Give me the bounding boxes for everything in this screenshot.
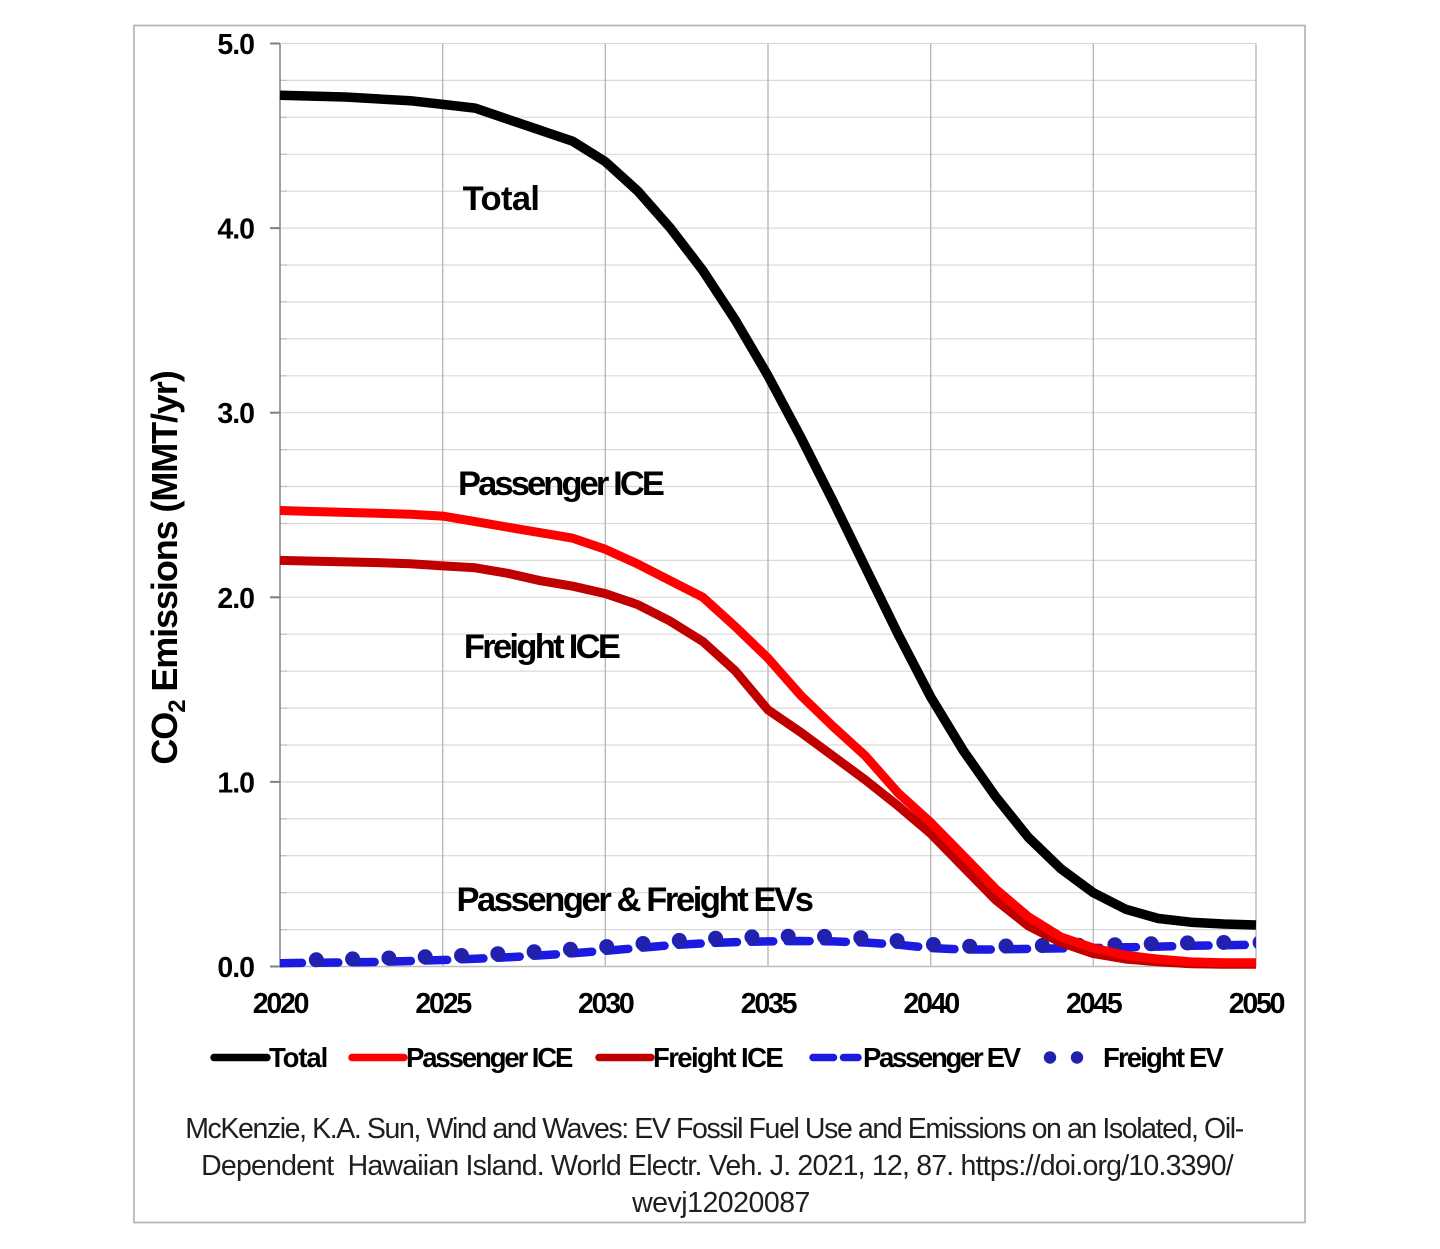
svg-text:wevj12020087: wevj12020087 [631, 1187, 810, 1219]
svg-text:2020: 2020 [253, 988, 309, 1020]
svg-text:2040: 2040 [903, 988, 959, 1020]
svg-text:Passenger & Freight EVs: Passenger & Freight EVs [456, 881, 812, 919]
svg-text:1.0: 1.0 [217, 767, 254, 799]
svg-text:2.0: 2.0 [217, 583, 254, 615]
svg-text:3.0: 3.0 [217, 398, 254, 430]
svg-text:2035: 2035 [741, 988, 798, 1020]
svg-text:Dependent Hawaiian Island. Wo: Dependent Hawaiian Island. World Electr.… [201, 1150, 1234, 1182]
svg-text:Freight EV: Freight EV [1103, 1042, 1225, 1073]
svg-text:Freight ICE: Freight ICE [653, 1042, 783, 1073]
svg-text:2045: 2045 [1066, 988, 1123, 1020]
svg-text:0.0: 0.0 [217, 952, 254, 984]
svg-text:McKenzie, K.A. Sun, Wind and W: McKenzie, K.A. Sun, Wind and Waves: EV F… [185, 1113, 1244, 1145]
svg-text:2050: 2050 [1229, 988, 1285, 1020]
svg-text:Passenger ICE: Passenger ICE [406, 1042, 573, 1073]
svg-text:CO2 Emissions (MMT/yr): CO2 Emissions (MMT/yr) [144, 371, 191, 764]
svg-text:Freight ICE: Freight ICE [464, 628, 620, 666]
svg-text:5.0: 5.0 [217, 29, 254, 61]
svg-text:2030: 2030 [578, 988, 634, 1020]
svg-text:2025: 2025 [415, 988, 472, 1020]
svg-text:Passenger EV: Passenger EV [863, 1042, 1022, 1073]
svg-text:Total: Total [269, 1042, 327, 1073]
svg-text:Passenger ICE: Passenger ICE [458, 465, 664, 503]
svg-text:4.0: 4.0 [217, 214, 254, 246]
svg-text:Total: Total [463, 180, 540, 218]
